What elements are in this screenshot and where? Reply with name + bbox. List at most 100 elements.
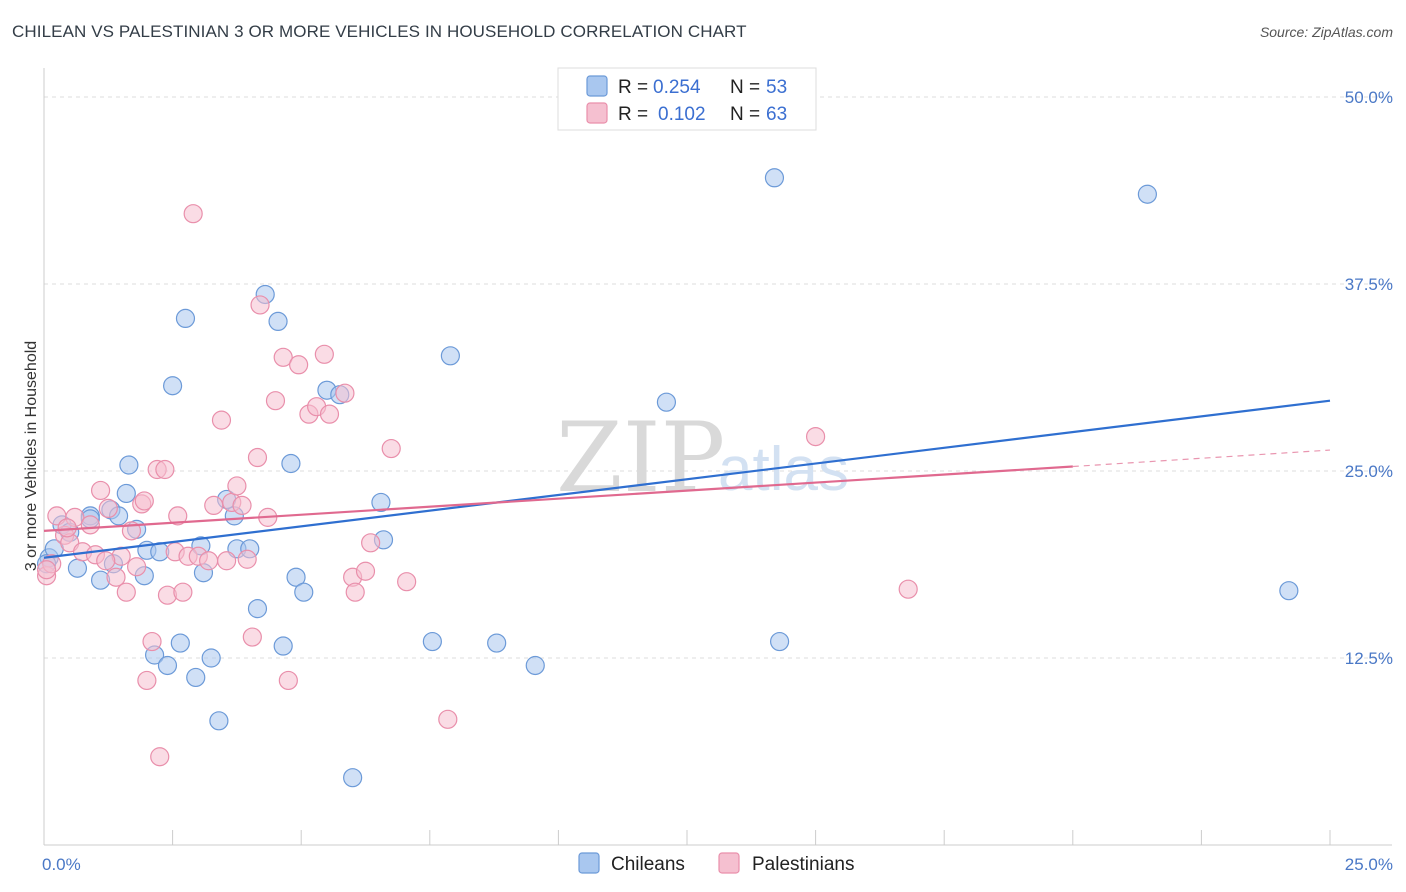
chileans-point (170, 633, 190, 653)
legend-r-value: 0.254 (653, 77, 701, 98)
palestinians-point (289, 355, 309, 375)
chileans-point (273, 636, 293, 656)
palestinians-point (80, 515, 100, 535)
y-tick-label: 12.5% (1345, 649, 1393, 668)
chileans-point (422, 631, 442, 652)
legend-n-value: 53 (766, 77, 787, 98)
palestinians-point (247, 447, 268, 468)
chileans-point (294, 582, 314, 602)
y-axis-label: 3 or more Vehicles in Household (23, 341, 40, 571)
chileans-point (209, 711, 229, 731)
chileans-point (343, 768, 363, 788)
palestinians-point (98, 498, 118, 518)
chileans-point (201, 648, 221, 668)
watermark-atlas: atlas (718, 435, 849, 504)
chileans-point (764, 168, 785, 188)
palestinians-point (345, 582, 365, 602)
palestinians-point (278, 670, 298, 691)
series-palestinians-points (36, 204, 918, 767)
palestinians-point (265, 391, 286, 411)
palestinians-point (36, 560, 57, 580)
palestinians-point (150, 747, 170, 767)
palestinians-point (237, 549, 257, 569)
chileans-point (175, 308, 196, 329)
chileans-point (1279, 581, 1299, 601)
palestinians-point (137, 670, 157, 691)
palestinians-point (273, 347, 293, 367)
bottom-legend-palestinians: Palestinians (752, 854, 854, 875)
palestinians-point (335, 383, 355, 403)
y-tick-label: 25.0% (1345, 462, 1393, 481)
chileans-trend-line (43, 399, 1331, 559)
palestinians-point (155, 459, 175, 480)
chileans-point (90, 570, 111, 590)
trend-lines (43, 399, 1331, 559)
chileans-point (163, 376, 183, 396)
watermark-zip: ZIP (556, 402, 725, 514)
palestinians-point (250, 295, 270, 315)
palestinians-point (242, 627, 262, 647)
palestinians-point (314, 344, 334, 364)
palestinians-point (199, 551, 219, 571)
chileans-point (67, 558, 88, 578)
legend-r-value: 0.102 (658, 104, 706, 125)
chileans-point (1137, 184, 1157, 204)
chileans-point (186, 667, 206, 688)
chileans-point (247, 599, 268, 619)
chileans-point (119, 455, 139, 475)
palestinians-point (211, 410, 232, 430)
axes (43, 68, 1392, 846)
legend-r-label: R = (618, 77, 648, 98)
palestinians-point (397, 572, 417, 592)
palestinians-point (805, 426, 826, 447)
legend-swatch-chileans (586, 75, 608, 97)
legend-r-label: R = (618, 104, 648, 125)
legend-n-label: N = (730, 104, 760, 125)
legend: R = 0.254 N = 53 R = 0.102 N = 63 (557, 67, 817, 131)
palestinians-point (126, 557, 147, 577)
palestinians-point (116, 582, 136, 602)
palestinians-point (355, 561, 376, 581)
y-tick-labels: 12.5% 25.0% 37.5% 50.0% (1345, 88, 1393, 668)
legend-n-value: 63 (766, 104, 787, 125)
palestinians-point (173, 582, 193, 602)
chileans-point (525, 655, 545, 676)
palestinians-point (381, 438, 401, 459)
legend-swatch-palestinians (586, 102, 608, 124)
x-tick-label: 25.0% (1345, 855, 1393, 874)
legend-n-label: N = (730, 77, 760, 98)
palestinians-point (134, 491, 154, 511)
palestinians-point (217, 551, 237, 571)
bottom-legend-chileans: Chileans (611, 854, 685, 875)
bottom-legend: Chileans Palestinians (578, 852, 854, 875)
palestinians-point (90, 480, 111, 501)
palestinians-point (106, 567, 126, 587)
chart-title: CHILEAN VS PALESTINIAN 3 OR MORE VEHICLE… (12, 22, 747, 41)
chileans-point (286, 567, 306, 587)
chileans-point (268, 311, 288, 331)
palestinians-point (227, 476, 247, 496)
chileans-point (157, 655, 178, 676)
bottom-legend-swatch-chileans (578, 852, 600, 874)
palestinians-point (232, 495, 252, 516)
palestinians-point (319, 404, 340, 424)
chileans-point (281, 453, 301, 474)
palestinians-point (57, 518, 77, 538)
palestinians-point (898, 579, 918, 599)
chileans-point (440, 346, 460, 366)
palestinians-point (204, 495, 224, 516)
chileans-point (487, 633, 507, 653)
y-tick-label: 37.5% (1345, 275, 1393, 294)
palestinians-point (157, 585, 178, 605)
palestinians-point (168, 506, 188, 526)
chileans-point (769, 631, 790, 652)
bottom-legend-swatch-palestinians (718, 852, 740, 874)
chileans-point (116, 483, 136, 504)
y-tick-label: 50.0% (1345, 88, 1393, 107)
palestinians-point (142, 631, 162, 652)
palestinians-point (438, 709, 458, 729)
chileans-point (656, 392, 677, 412)
grid-lines (44, 96, 1392, 659)
palestinians-trend-line (43, 465, 1073, 532)
